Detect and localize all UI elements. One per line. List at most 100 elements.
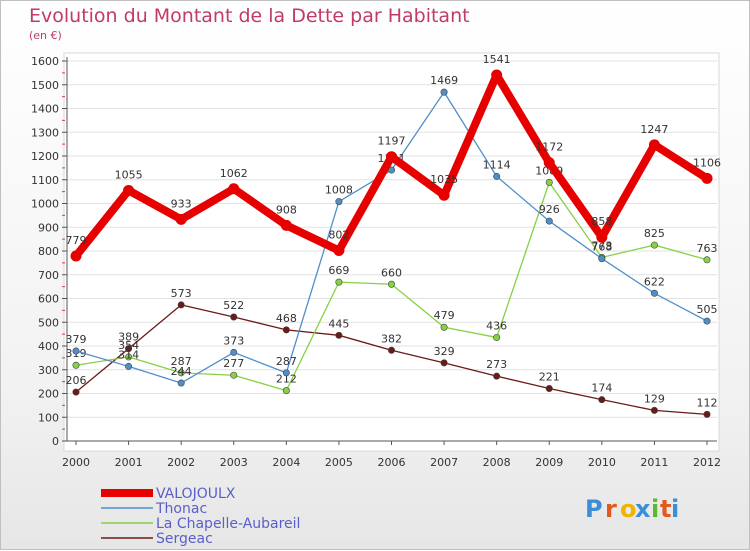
data-label-3-0: 206: [66, 374, 87, 387]
data-label-2-4: 212: [276, 373, 297, 386]
data-label-3-3: 522: [223, 299, 244, 312]
data-point-2-7: [440, 323, 448, 331]
data-label-3-6: 382: [381, 332, 402, 345]
data-label-1-1: 314: [118, 348, 139, 361]
data-label-2-5: 669: [328, 264, 349, 277]
data-label-2-12: 763: [697, 242, 718, 255]
watermark-letter-1: r: [605, 495, 617, 523]
y-tick-label-7: 700: [38, 269, 59, 282]
data-point-0-7: [438, 189, 450, 201]
x-tick-label-10: 2010: [588, 456, 616, 469]
watermark-letter-4: i: [651, 495, 659, 523]
data-label-2-8: 436: [486, 319, 507, 332]
y-tick-label-8: 800: [38, 245, 59, 258]
x-tick-label-5: 2005: [325, 456, 353, 469]
data-label-0-6: 1197: [378, 135, 406, 148]
data-point-0-10: [596, 231, 608, 243]
data-label-0-12: 1106: [693, 156, 721, 169]
data-point-2-12: [703, 256, 711, 264]
data-label-0-9: 1172: [535, 141, 563, 154]
data-label-3-11: 129: [644, 392, 665, 405]
y-tick-label-6: 600: [38, 293, 59, 306]
data-label-1-9: 926: [539, 203, 560, 216]
data-point-3-10: [598, 396, 606, 404]
data-label-3-12: 112: [697, 396, 718, 409]
data-point-2-3: [230, 371, 238, 379]
data-point-2-0: [72, 361, 80, 369]
data-point-0-1: [123, 184, 135, 196]
data-point-0-5: [333, 245, 345, 257]
y-tick-label-14: 1400: [31, 103, 59, 116]
data-point-0-8: [491, 69, 503, 81]
data-point-1-4: [282, 369, 290, 377]
x-tick-label-4: 2004: [272, 456, 300, 469]
data-point-3-7: [440, 359, 448, 367]
data-label-2-6: 660: [381, 266, 402, 279]
data-point-0-4: [280, 219, 292, 231]
data-label-0-2: 933: [171, 197, 192, 210]
data-label-3-5: 445: [328, 317, 349, 330]
y-tick-label-9: 900: [38, 221, 59, 234]
data-point-2-8: [493, 333, 501, 341]
x-tick-label-1: 2001: [115, 456, 143, 469]
legend-label-2: La Chapelle-Aubareil: [156, 516, 300, 532]
data-point-1-2: [177, 379, 185, 387]
data-point-2-1: [125, 353, 133, 361]
y-tick-label-11: 1100: [31, 174, 59, 187]
legend-label-0: VALOJOULX: [156, 486, 236, 502]
data-point-2-2: [177, 369, 185, 377]
legend-label-3: Sergeac: [156, 531, 213, 547]
data-point-1-5: [335, 198, 343, 206]
data-label-3-8: 273: [486, 358, 507, 371]
data-label-1-0: 379: [66, 333, 87, 346]
data-point-3-8: [493, 372, 501, 380]
data-point-3-12: [703, 410, 711, 418]
data-label-2-10: 773: [591, 239, 612, 252]
data-label-1-11: 622: [644, 275, 665, 288]
data-point-3-5: [335, 331, 343, 339]
data-label-3-1: 389: [118, 331, 139, 344]
data-point-1-9: [545, 217, 553, 225]
data-label-2-1: 354: [118, 339, 139, 352]
data-point-2-6: [387, 280, 395, 288]
x-tick-label-8: 2008: [483, 456, 511, 469]
data-label-1-8: 1114: [483, 158, 511, 171]
data-label-1-4: 287: [276, 355, 297, 368]
watermark-letter-3: x: [635, 495, 651, 523]
data-point-0-0: [70, 250, 82, 262]
data-label-2-3: 277: [223, 357, 244, 370]
data-label-0-8: 1541: [483, 53, 511, 66]
data-point-0-9: [543, 157, 555, 169]
y-tick-label-4: 400: [38, 340, 59, 353]
data-label-1-2: 244: [171, 365, 192, 378]
data-label-3-7: 329: [434, 345, 455, 358]
data-point-3-4: [282, 326, 290, 334]
data-point-1-1: [125, 362, 133, 370]
data-label-0-11: 1247: [640, 123, 668, 136]
data-label-0-10: 858: [591, 215, 612, 228]
x-tick-label-12: 2012: [693, 456, 721, 469]
y-tick-label-16: 1600: [31, 55, 59, 68]
data-point-0-12: [701, 172, 713, 184]
data-point-0-11: [648, 139, 660, 151]
data-label-3-9: 221: [539, 371, 560, 384]
data-label-2-7: 479: [434, 309, 455, 322]
plot-area: [63, 52, 720, 452]
x-tick-label-6: 2006: [378, 456, 406, 469]
data-point-1-0: [72, 347, 80, 355]
data-label-1-5: 1008: [325, 184, 353, 197]
data-label-3-2: 573: [171, 287, 192, 300]
data-point-1-7: [440, 88, 448, 96]
data-label-1-7: 1469: [430, 74, 458, 87]
data-point-3-3: [230, 313, 238, 321]
y-tick-label-5: 500: [38, 316, 59, 329]
data-label-0-3: 1062: [220, 167, 248, 180]
data-point-0-6: [386, 151, 397, 163]
y-tick-label-3: 300: [38, 364, 59, 377]
data-label-0-7: 1035: [430, 173, 458, 186]
data-point-3-2: [177, 301, 185, 309]
x-tick-label-11: 2011: [640, 456, 668, 469]
x-tick-label-0: 2000: [62, 456, 90, 469]
y-tick-label-2: 200: [38, 388, 59, 401]
